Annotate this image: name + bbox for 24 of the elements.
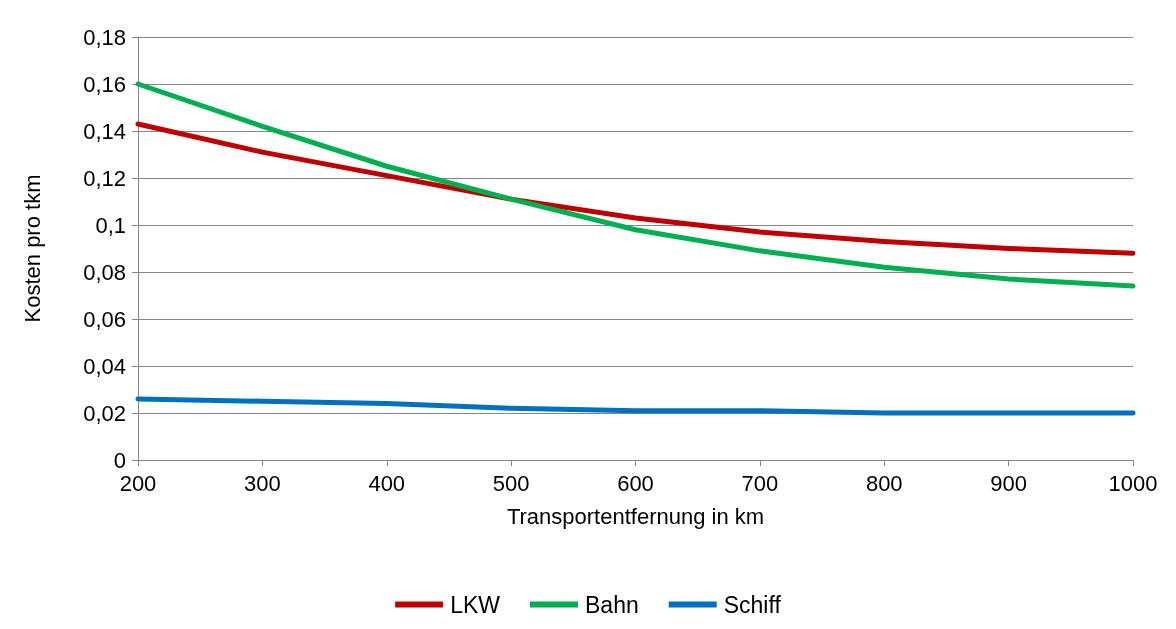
- y-tick-label: 0,16: [83, 71, 126, 97]
- legend-label: Bahn: [585, 591, 639, 618]
- x-tick-label: 200: [119, 470, 157, 496]
- y-tick-label: 0,02: [83, 400, 126, 426]
- legend-label: Schiff: [723, 591, 782, 618]
- x-tick-label: 800: [865, 470, 903, 496]
- x-tick-label: 700: [741, 470, 779, 496]
- y-axis-title: Kosten pro tkm: [19, 174, 45, 323]
- x-tick-label: 300: [244, 470, 281, 496]
- x-tick-label: 500: [492, 470, 530, 496]
- y-tick-label: 0,08: [83, 259, 126, 285]
- y-tick-label: 0,12: [83, 165, 126, 191]
- legend-label: LKW: [450, 591, 501, 618]
- y-tick-label: 0: [113, 447, 126, 473]
- y-tick-label: 0,04: [83, 353, 126, 379]
- x-tick-label: 600: [617, 470, 654, 496]
- x-axis-title: Transportentfernung in km: [506, 503, 765, 529]
- y-tick-label: 0,1: [95, 212, 126, 238]
- y-tick-label: 0,14: [83, 118, 126, 144]
- y-tick-label: 0,06: [83, 306, 126, 332]
- y-tick-label: 0,18: [83, 24, 126, 50]
- x-tick-label: 1000: [1108, 470, 1158, 496]
- x-tick-label: 900: [990, 470, 1027, 496]
- x-tick-label: 400: [368, 470, 406, 496]
